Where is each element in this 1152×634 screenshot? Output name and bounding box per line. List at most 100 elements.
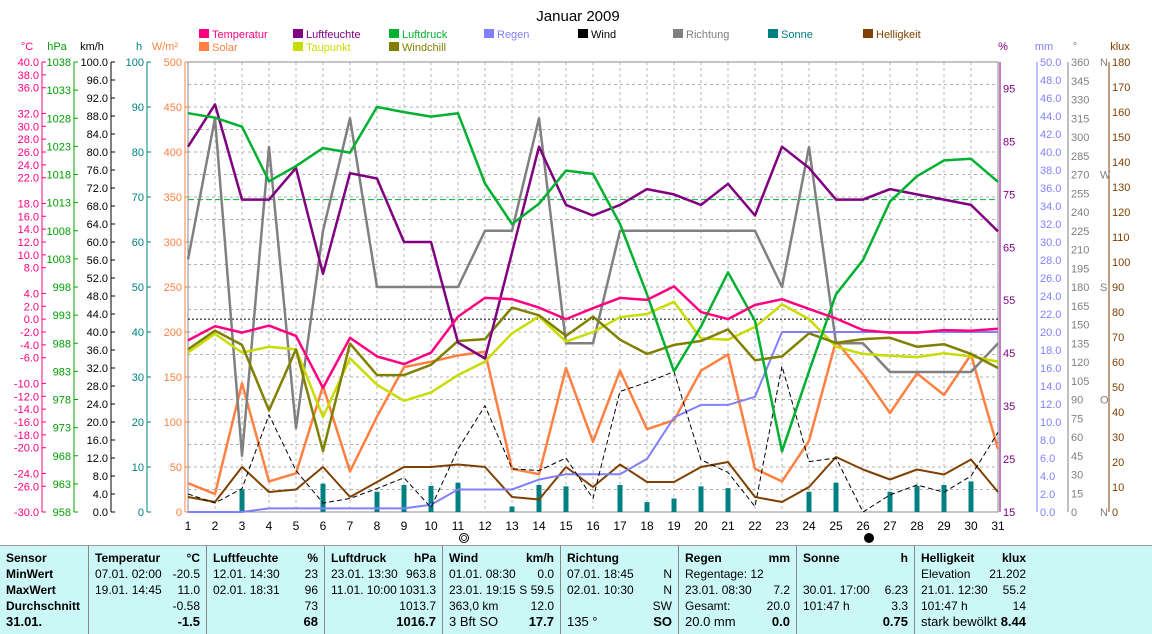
rain_mm-tick-label: 8.0 xyxy=(1040,435,1055,447)
compass-label: W xyxy=(1100,170,1111,182)
compass-label: N xyxy=(1100,507,1108,519)
sunshine-bar xyxy=(806,491,812,512)
sun_h-tick-label: 70 xyxy=(132,192,144,204)
stats-time: 07.01. 18:45 xyxy=(567,567,634,581)
temp_c-tick-label: 10.0 xyxy=(18,250,39,262)
stats-time: 02.01. 10:30 xyxy=(567,583,634,597)
temp_c-tick-label: 18.0 xyxy=(18,198,39,210)
rain_mm-tick-label: 30.0 xyxy=(1040,237,1061,249)
stats-unit: % xyxy=(307,551,318,565)
rain_mm-tick-label: 0.0 xyxy=(1040,507,1055,519)
sunshine-bar xyxy=(239,489,245,512)
x-tick-label: 5 xyxy=(293,519,300,533)
stats-time: 101:47 h xyxy=(803,599,850,613)
direction_deg-tick-label: 90 xyxy=(1071,395,1083,407)
stats-value: -0.58 xyxy=(172,599,200,613)
x-tick-label: 3 xyxy=(239,519,246,533)
light_klux-tick-label: 100 xyxy=(1112,257,1130,269)
solar_wm2-tick-label: 450 xyxy=(164,102,182,114)
x-axis-day-ticks: 1 2 3 4 5 6 7 8 9 10 11 12 13 14 15 16 17 18 19 20 21 22 23 24 2… xyxy=(185,519,1005,533)
x-tick-label: 7 xyxy=(347,519,354,533)
direction_deg-tick-label: 0 xyxy=(1071,507,1077,519)
humidity_pct-tick-label: 35 xyxy=(1003,401,1015,413)
stats-column: Sonne h 30.01. 17:00 6.23 101:47 h 3.3 0.75 xyxy=(796,546,914,634)
rain_mm-tick-label: 10.0 xyxy=(1040,417,1061,429)
wind_kmh-tick-label: 8.0 xyxy=(93,471,108,483)
rain_mm-tick-label: 16.0 xyxy=(1040,363,1061,375)
stats-time: 135 ° xyxy=(567,614,598,629)
sun_h-tick-label: 40 xyxy=(132,327,144,339)
stats-row-label: MaxWert xyxy=(6,583,56,597)
wind_kmh-tick-label: 88.0 xyxy=(87,111,108,123)
legend-label: Luftdruck xyxy=(402,29,448,41)
temp_c-tick-label: -4.0 xyxy=(20,340,39,352)
x-tick-label: 23 xyxy=(775,519,789,533)
humidity_pct-tick-label: 45 xyxy=(1003,348,1015,360)
pressure_hpa-tick-label: 958 xyxy=(53,507,71,519)
light_klux-tick-label: 110 xyxy=(1112,232,1130,244)
stats-value: 963.8 xyxy=(405,567,436,581)
light_klux-tick-label: 160 xyxy=(1112,107,1130,119)
pressure_hpa-tick-label: 988 xyxy=(53,338,71,350)
legend-swatch xyxy=(293,29,303,38)
stats-value: 8.44 xyxy=(1000,614,1026,629)
stats-time: 07.01. 02:00 xyxy=(95,567,162,581)
rain_mm-axis-label: mm xyxy=(1035,41,1053,53)
sun_h-tick-label: 100 xyxy=(126,57,144,69)
light_klux-tick-label: 150 xyxy=(1112,132,1130,144)
direction_deg-tick-label: 300 xyxy=(1071,132,1089,144)
direction_deg-tick-label: 120 xyxy=(1071,357,1089,369)
wind_kmh-tick-label: 100.0 xyxy=(80,57,108,69)
stats-time: Regentage: 12 xyxy=(685,567,764,581)
stats-column: Temperatur °C 07.01. 02:00 -20.5 19.01. 14:4… xyxy=(88,546,206,634)
rain_mm-tick-label: 42.0 xyxy=(1040,129,1061,141)
wind_kmh-tick-label: 76.0 xyxy=(87,165,108,177)
wind_kmh-tick-label: 68.0 xyxy=(87,201,108,213)
temp_c-tick-label: -24.0 xyxy=(14,468,39,480)
stats-time: 3 Bft SO xyxy=(449,614,499,629)
stats-value: 6.23 xyxy=(884,583,908,597)
stats-header: Richtung xyxy=(567,551,619,565)
light_klux-tick-label: 0 xyxy=(1112,507,1118,519)
legend-swatch xyxy=(578,29,588,38)
stats-value: 0.75 xyxy=(882,614,908,629)
stats-value: 1016.7 xyxy=(396,614,436,629)
direction_deg-tick-label: 165 xyxy=(1071,301,1089,313)
direction_deg-tick-label: 330 xyxy=(1071,95,1089,107)
stats-time: 02.01. 18:31 xyxy=(213,583,280,597)
solar_wm2-tick-label: 50 xyxy=(170,462,182,474)
stats-time: 363,0 km xyxy=(449,599,499,613)
wind_kmh-tick-label: 12.0 xyxy=(87,453,108,465)
direction_deg-tick-label: 30 xyxy=(1071,470,1083,482)
stats-column: Luftdruck hPa 23.01. 13:30 963.8 11.01. 10:0… xyxy=(324,546,442,634)
series-line-helligkeit xyxy=(187,456,999,503)
rain_mm-tick-label: 2.0 xyxy=(1040,489,1055,501)
direction_deg-tick-label: 270 xyxy=(1071,170,1089,182)
stats-value: 73 xyxy=(304,599,318,613)
humidity_pct-tick-label: 75 xyxy=(1003,189,1015,201)
temp_c-tick-label: -30.0 xyxy=(14,507,39,519)
stats-column: Luftfeuchte% 12.01. 14:30 23 02.01. 18:31 96… xyxy=(206,546,324,634)
x-tick-label: 4 xyxy=(266,519,273,533)
legend-label: Luftfeuchte xyxy=(306,29,360,41)
sunshine-bar xyxy=(428,485,434,512)
wind_kmh-tick-label: 56.0 xyxy=(87,255,108,267)
wind_kmh-tick-label: 40.0 xyxy=(87,327,108,339)
stats-time: 23.01. 13:30 xyxy=(331,567,398,581)
pressure_hpa-tick-label: 973 xyxy=(53,423,71,435)
rain_mm-tick-label: 38.0 xyxy=(1040,165,1061,177)
temp_c-tick-label: 12.0 xyxy=(18,237,39,249)
legend-label: Wind xyxy=(591,29,616,41)
legend-label: Helligkeit xyxy=(876,29,921,41)
temp_c-tick-label: 40.0 xyxy=(18,57,39,69)
light_klux-tick-label: 60 xyxy=(1112,357,1124,369)
light_klux-tick-label: 30 xyxy=(1112,432,1124,444)
x-tick-label: 28 xyxy=(910,519,924,533)
pressure_hpa-tick-label: 963 xyxy=(53,479,71,491)
stats-value: 0.0 xyxy=(771,614,790,629)
temp_c-tick-label: 36.0 xyxy=(18,83,39,95)
rain_mm-tick-label: 26.0 xyxy=(1040,273,1061,285)
pressure_hpa-tick-label: 998 xyxy=(53,282,71,294)
